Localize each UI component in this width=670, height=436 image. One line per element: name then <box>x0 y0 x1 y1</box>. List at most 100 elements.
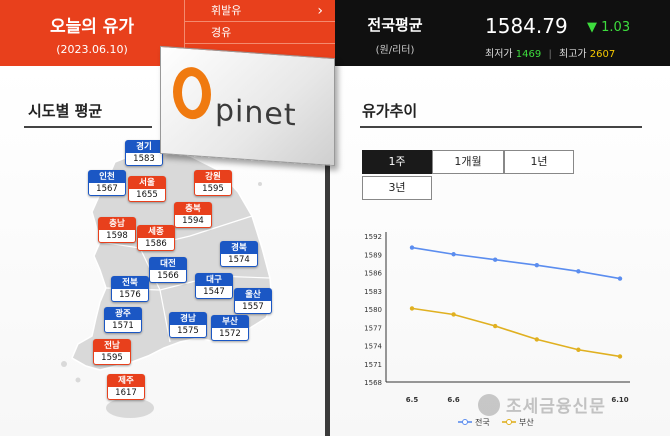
region-pin-gwangju[interactable]: 광주 1571 <box>104 307 142 333</box>
chevron-right-icon[interactable]: › <box>317 3 323 19</box>
today-price-box: 오늘의 유가 (2023.06.10) <box>0 0 184 66</box>
national-average-box: 전국평균 (원/리터) 1584.79 ▼ 1.03 최저가 1469 | 최고… <box>335 0 670 66</box>
section-underline <box>24 126 152 128</box>
region-pin-busan[interactable]: 부산 1572 <box>211 315 249 341</box>
date-label: (2023.06.10) <box>56 43 128 56</box>
tab-3-years[interactable]: 3년 <box>362 176 432 200</box>
data-point <box>576 347 581 352</box>
region-price: 1655 <box>129 189 165 201</box>
fuel-menu-item-gasoline[interactable]: 휘발유 › <box>185 0 335 22</box>
region-price: 1617 <box>108 387 144 399</box>
price-change-value: 1.03 <box>601 20 631 35</box>
watermark-icon <box>478 394 500 416</box>
region-price: 1574 <box>221 254 257 266</box>
region-price: 1598 <box>99 230 135 242</box>
fuel-menu-label: 경유 <box>211 26 232 39</box>
region-label: 전국평균 <box>367 16 423 34</box>
region-pin-gyeonggi[interactable]: 경기 1583 <box>125 140 163 166</box>
legend-marker <box>462 419 468 425</box>
min-price-value: 1469 <box>515 49 542 60</box>
region-name: 전남 <box>104 341 120 351</box>
y-tick-label: 1571 <box>364 361 382 369</box>
data-point <box>534 337 539 342</box>
price-change: ▼ 1.03 <box>587 20 630 35</box>
region-price: 1586 <box>138 238 174 250</box>
data-point <box>617 276 623 281</box>
region-name: 강원 <box>205 172 221 182</box>
region-price: 1595 <box>94 352 130 364</box>
region-name: 인천 <box>99 172 115 182</box>
region-price: 1567 <box>89 183 125 195</box>
fuel-menu-item-diesel[interactable]: 경유 <box>185 22 335 44</box>
legend-marker <box>506 419 512 425</box>
average-price: 1584.79 <box>485 14 568 38</box>
region-name: 서울 <box>139 178 155 188</box>
max-price-label: 최고가 <box>559 49 587 60</box>
divider: | <box>548 49 552 60</box>
header: 오늘의 유가 (2023.06.10) 휘발유 › 경유 전국평균 (원/리터)… <box>0 0 670 66</box>
y-tick-label: 1592 <box>364 233 382 241</box>
region-pin-sejong[interactable]: 세종 1586 <box>137 225 175 251</box>
region-pin-chungbuk[interactable]: 충북 1594 <box>174 202 212 228</box>
region-label-block: 전국평균 (원/리터) <box>335 14 455 56</box>
y-tick-label: 1577 <box>364 324 382 332</box>
section-underline <box>360 126 642 128</box>
data-point <box>534 263 539 268</box>
region-price: 1576 <box>112 289 148 301</box>
region-pin-jeju[interactable]: 제주 1617 <box>107 374 145 400</box>
region-pin-gyeongbuk[interactable]: 경북 1574 <box>220 241 258 267</box>
region-pin-incheon[interactable]: 인천 1567 <box>88 170 126 196</box>
island <box>258 182 262 186</box>
y-tick-label: 1574 <box>364 343 382 351</box>
tab-1-week[interactable]: 1주 <box>362 150 432 174</box>
region-pin-gangwon[interactable]: 강원 1595 <box>194 170 232 196</box>
island <box>61 361 67 367</box>
region-name: 세종 <box>148 227 164 237</box>
region-pin-daejeon[interactable]: 대전 1566 <box>149 257 187 283</box>
tab-1-year[interactable]: 1년 <box>504 150 574 174</box>
max-price-value: 2607 <box>589 49 616 60</box>
min-price-label: 최저가 <box>485 49 513 60</box>
region-pin-chungnam[interactable]: 충남 1598 <box>98 217 136 243</box>
x-tick-label: 6.10 <box>611 396 628 404</box>
region-pin-daegu[interactable]: 대구 1547 <box>195 273 233 299</box>
region-pin-jeonbuk[interactable]: 전북 1576 <box>111 276 149 302</box>
region-price: 1594 <box>175 215 211 227</box>
region-name: 경기 <box>136 142 152 152</box>
opinet-logo: pinet <box>160 45 335 167</box>
y-tick-label: 1586 <box>364 270 382 278</box>
region-price: 1566 <box>150 270 186 282</box>
tab-1-month[interactable]: 1개월 <box>432 150 504 174</box>
x-tick-label: 6.5 <box>406 396 419 404</box>
fuel-menu-label: 휘발유 <box>211 4 242 17</box>
region-name: 울산 <box>245 290 261 300</box>
region-price: 1583 <box>126 153 162 165</box>
data-point <box>451 312 456 317</box>
section-title: 유가추이 <box>362 102 418 120</box>
data-point <box>617 354 623 359</box>
legend-label: 전국 <box>475 417 490 427</box>
region-name: 전북 <box>122 278 138 288</box>
region-pin-ulsan[interactable]: 울산 1557 <box>234 288 272 314</box>
y-tick-label: 1583 <box>364 288 382 296</box>
region-name: 대구 <box>206 275 222 285</box>
series-line <box>411 307 621 358</box>
section-title: 시도별 평균 <box>28 102 103 120</box>
region-pin-gyeongnam[interactable]: 경남 1575 <box>169 312 207 338</box>
region-pin-jeonnam[interactable]: 전남 1595 <box>93 339 131 365</box>
watermark: 조세금융신문 <box>506 397 606 417</box>
region-price: 1547 <box>196 286 232 298</box>
data-point <box>409 306 415 311</box>
page-title: 오늘의 유가 <box>49 17 135 37</box>
series-line <box>411 246 621 280</box>
price-trend-chart: 1592 1589 1586 1583 1580 1577 1574 1571 1568 6.5 6… <box>364 232 630 427</box>
island <box>75 377 81 383</box>
min-max-prices: 최저가 1469 | 최고가 2607 <box>485 45 615 60</box>
unit-label: (원/리터) <box>375 45 415 56</box>
data-point <box>451 252 456 257</box>
region-pin-seoul[interactable]: 서울 1655 <box>128 176 166 202</box>
x-tick-label: 6.6 <box>447 396 460 404</box>
down-arrow-icon: ▼ <box>587 20 597 35</box>
region-name: 경남 <box>180 314 196 324</box>
data-point <box>576 269 581 274</box>
